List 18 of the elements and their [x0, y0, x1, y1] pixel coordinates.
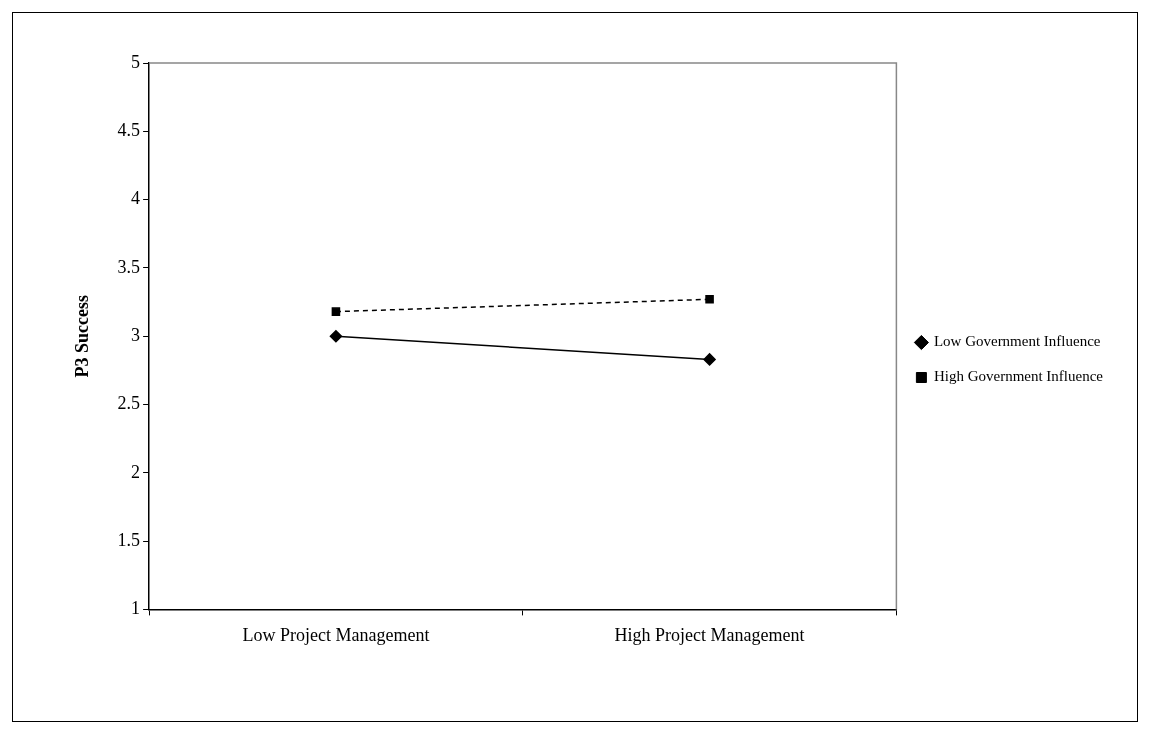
y-tick-label: 4: [131, 188, 141, 209]
point: [705, 295, 714, 304]
point: [331, 307, 341, 316]
y-tick-label: 4.5: [117, 120, 141, 141]
x-tick-label: Low Project Management: [242, 624, 430, 645]
point: [703, 353, 716, 366]
y-tick-label: 2.5: [117, 393, 141, 414]
legend-label: High Government Influence: [933, 368, 1104, 385]
y-tick-label: 1.5: [117, 529, 141, 550]
point: [329, 329, 343, 343]
y-tick-label: 1: [131, 598, 141, 619]
y-tick-label: 3.5: [117, 256, 141, 277]
legend-label: Low Government Influence: [933, 333, 1101, 350]
y-tick-label: 3: [131, 324, 141, 345]
y-tick-label: 5: [131, 51, 141, 72]
y-axis-title: P3 Success: [72, 294, 93, 378]
x-tick-label: High Project Management: [614, 624, 805, 645]
y-tick-label: 2: [131, 461, 141, 482]
